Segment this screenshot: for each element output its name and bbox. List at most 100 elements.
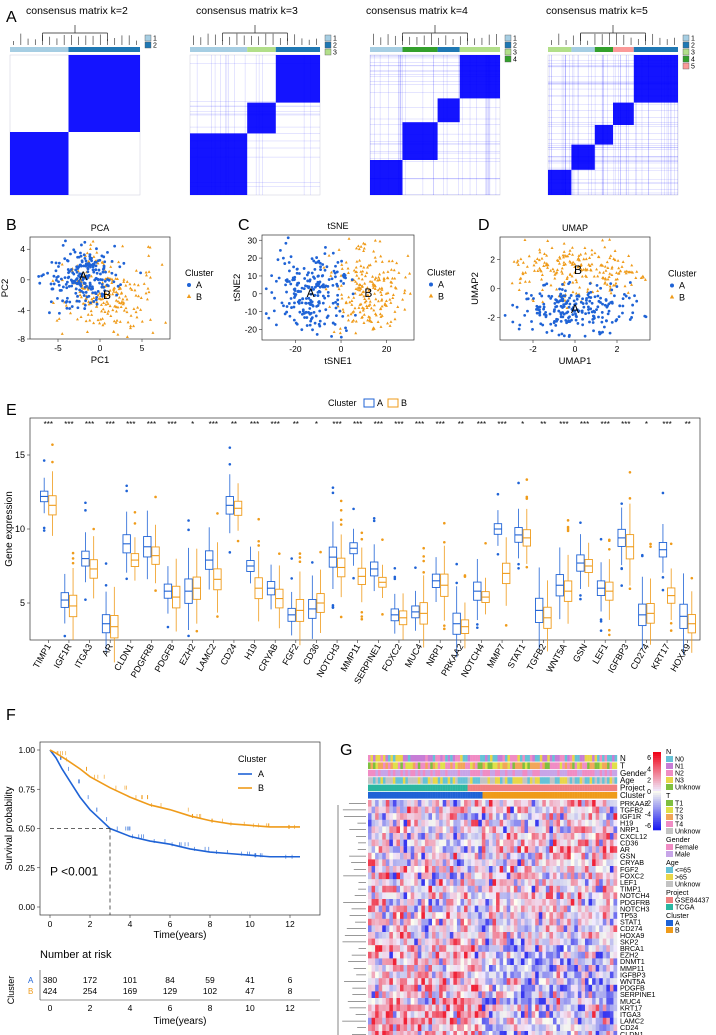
heatmap-cell [517, 905, 522, 913]
point-a [316, 294, 320, 297]
point-a [581, 302, 585, 305]
point-a [97, 268, 101, 272]
heatmap-cell [581, 971, 586, 979]
heatmap-cell [577, 918, 582, 926]
point-b [100, 260, 104, 264]
point-b [132, 282, 136, 286]
heatmap-cell [506, 885, 511, 893]
point-b [142, 282, 146, 285]
heatmap-cell [382, 852, 386, 860]
x-tick-label: 20 [382, 344, 392, 354]
heatmap-cell [581, 945, 586, 952]
heatmap-cell [389, 905, 394, 913]
annotation-cell [562, 792, 565, 799]
risk-count-a: 172 [83, 975, 97, 985]
point-a [566, 299, 570, 303]
heatmap-cell [499, 899, 504, 906]
point-a [560, 288, 564, 291]
heatmap-cell [492, 918, 497, 926]
annotation-cell [562, 762, 565, 769]
point-b [616, 259, 620, 262]
heatmap-cell [592, 826, 596, 834]
heatmap-cell [456, 905, 461, 913]
annotation-cell [574, 784, 578, 792]
annotation-cell [437, 762, 441, 769]
heatmap-cell [567, 833, 571, 840]
heatmap-cell [403, 879, 408, 886]
y-tick-label: -10 [245, 307, 258, 317]
box-a-outlier [599, 629, 603, 632]
annotation-cell [564, 755, 568, 762]
point-a [627, 296, 631, 300]
point-b [372, 308, 376, 312]
heatmap-cell [446, 833, 451, 840]
heatmap-cell [428, 971, 433, 979]
gene-row-label: CXCL12 [620, 832, 647, 841]
heatmap-cell [378, 819, 383, 827]
heatmap-cell [542, 892, 547, 900]
point-b [327, 253, 331, 257]
heatmap-cell [449, 813, 454, 820]
heatmap-cell [396, 806, 401, 814]
heatmap-cell [499, 945, 504, 952]
heatmap-cell [581, 819, 586, 827]
heatmap-cell [552, 885, 557, 893]
heatmap-cell [599, 885, 603, 893]
annotation-cell [502, 755, 506, 762]
annotation-cell [412, 762, 416, 769]
point-b [571, 260, 575, 264]
box-a-outlier [104, 562, 108, 565]
box-a-outlier [125, 484, 128, 488]
point-a [586, 293, 590, 297]
heatmap-cell [606, 866, 611, 873]
heatmap-cell [432, 866, 436, 873]
point-b [106, 309, 110, 313]
heatmap-cell [524, 826, 529, 834]
heatmap-cell [592, 951, 596, 959]
heatmap-cell [528, 945, 532, 952]
gene-row-label: IGFBP3 [620, 970, 646, 979]
point-a [292, 265, 296, 269]
annotation-cell [442, 762, 446, 769]
heatmap-cell [428, 912, 433, 919]
annotation-cell [487, 769, 491, 777]
point-b [386, 291, 390, 295]
heatmap-cell [599, 978, 603, 985]
annotation-cell [395, 755, 399, 762]
x-axis-label: Time(years) [154, 930, 207, 941]
heatmap-cell [613, 879, 618, 886]
heatmap-cell [435, 978, 440, 985]
heatmap-cell [485, 938, 490, 946]
annotation-cell [512, 792, 516, 799]
risk-count-b: 129 [163, 986, 177, 996]
heatmap-cell [613, 912, 618, 919]
annotation-cell [494, 755, 498, 762]
heatmap-cell [599, 866, 603, 873]
heatmap-cell [510, 965, 515, 972]
annotation-cell [592, 769, 595, 777]
annotation-cell [465, 762, 468, 769]
point-a [54, 261, 58, 265]
heatmap-cell [474, 912, 479, 919]
heatmap-cell [389, 826, 394, 834]
point-b [329, 274, 333, 277]
heatmap-cell [385, 965, 390, 972]
annotation-cell [382, 784, 386, 792]
point-b [610, 273, 614, 276]
legend-swatch [324, 34, 332, 42]
heatmap-cell [524, 833, 529, 840]
heatmap-cell [439, 800, 443, 807]
heatmap-cell [581, 833, 586, 840]
point-a [590, 301, 594, 305]
heatmap-cell [474, 859, 479, 867]
heatmap-cell [584, 918, 589, 926]
annotation-cell [485, 777, 488, 784]
point-a [100, 254, 104, 258]
point-a [552, 309, 556, 313]
heatmap-cell [368, 918, 372, 926]
point-b [361, 308, 365, 312]
point-a [557, 333, 561, 337]
point-b [604, 269, 608, 272]
annotation-cell [499, 755, 503, 762]
heatmap-cell [396, 932, 401, 939]
